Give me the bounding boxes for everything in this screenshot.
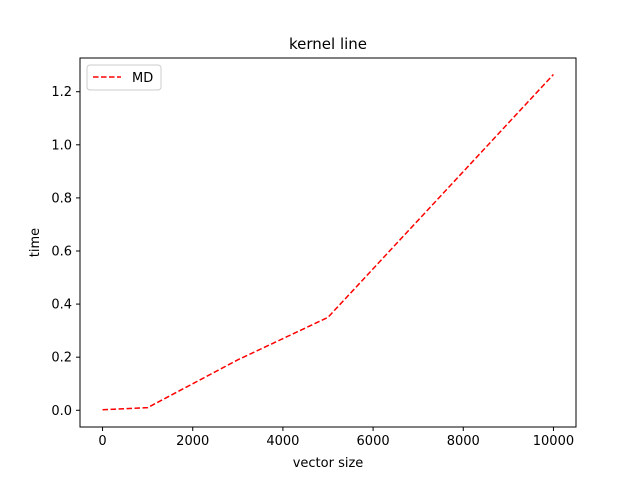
y-tick-label: 0.6 bbox=[51, 244, 72, 259]
chart-title: kernel line bbox=[289, 35, 367, 53]
x-tick-label: 0 bbox=[98, 434, 106, 449]
plot-area: 0 2000 4000 6000 8000 10000 0.0 0.2 0.4 0.6 0.8 1.0… bbox=[51, 73, 574, 449]
y-tick-label: 0.4 bbox=[51, 298, 72, 313]
y-tick-label: 0.2 bbox=[51, 351, 72, 366]
x-axis-label: vector size bbox=[293, 456, 364, 471]
x-tick-label: 4000 bbox=[266, 434, 299, 449]
y-tick-label: 1.0 bbox=[51, 138, 72, 153]
axes-frame bbox=[79, 57, 577, 428]
legend-label-md: MD bbox=[132, 71, 153, 86]
x-tick-label: 6000 bbox=[357, 434, 390, 449]
y-tick-label: 0.8 bbox=[51, 191, 72, 206]
series-line-md bbox=[102, 73, 554, 411]
y-tick-label: 1.2 bbox=[51, 85, 72, 100]
y-tick-label: 0.0 bbox=[51, 404, 72, 419]
legend-box bbox=[86, 64, 162, 91]
x-tick-label: 2000 bbox=[176, 434, 209, 449]
x-tick-label: 8000 bbox=[447, 434, 480, 449]
legend: MD bbox=[86, 64, 162, 91]
y-axis-label: time bbox=[28, 228, 43, 257]
x-tick-label: 10000 bbox=[533, 434, 574, 449]
